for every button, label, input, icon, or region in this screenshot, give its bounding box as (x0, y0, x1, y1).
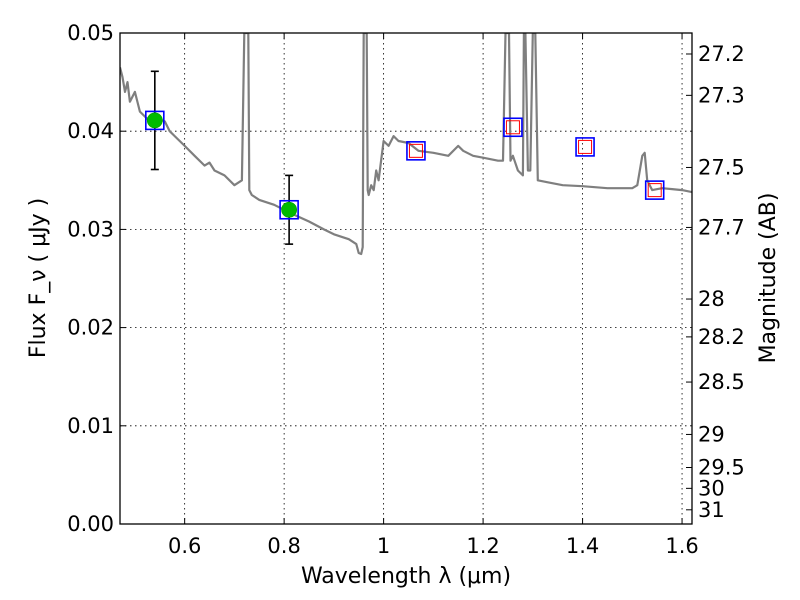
mag-tick-label: 27.3 (698, 83, 745, 107)
y-tick-label: 0.04 (67, 119, 114, 143)
model-marker (406, 141, 426, 161)
observed-marker (281, 201, 298, 218)
y-tick-label: 0.02 (67, 316, 114, 340)
x-tick-label: 1.6 (665, 534, 698, 558)
plot-series (120, 33, 692, 256)
mag-tick-label: 31 (698, 498, 725, 522)
x-tick-label: 1.4 (566, 534, 599, 558)
x-tick-label: 0.8 (267, 534, 300, 558)
mag-tick-label: 28.5 (698, 370, 745, 394)
limit-marker (647, 183, 662, 198)
plot-frame (119, 32, 693, 525)
y-tick-label: 0.01 (67, 414, 114, 438)
model-marker (575, 137, 595, 157)
mag-tick-label: 28.2 (698, 325, 745, 349)
mag-tick-label: 28 (698, 287, 725, 311)
model-marker (279, 199, 299, 220)
axes: 0.6 0.8 1 1.2 1.4 1.6 0.00 0.01 0.02 0.03 0.04 0.05… (67, 21, 745, 558)
mag-tick-label: 30 (698, 476, 725, 500)
limit-marker (578, 139, 593, 154)
model-marker (503, 117, 523, 138)
mag-tick-label: 27.2 (698, 42, 745, 66)
mag-tick-label: 29 (698, 422, 725, 446)
observed-marker (146, 112, 163, 129)
model-marker (145, 110, 165, 131)
limit-marker (408, 143, 423, 158)
y-tick-label: 0.05 (67, 21, 114, 45)
limit-marker (505, 120, 520, 135)
grid (120, 32, 692, 525)
y-tick-label: 0.03 (67, 217, 114, 241)
x-tick-label: 1.2 (466, 534, 499, 558)
template-spectrum-line (120, 33, 692, 256)
mag-tick-label: 27.7 (698, 215, 745, 239)
mag-tick-label: 27.5 (698, 155, 745, 179)
model-marker (644, 180, 665, 200)
mag-tick-label: 29.5 (698, 455, 745, 479)
x-axis-label: Wavelength λ (μm) (301, 564, 511, 589)
x-tick-label: 1 (377, 534, 390, 558)
y-axis-label: Flux F_ν ( μJy ) (26, 198, 51, 358)
y-tick-label: 0.00 (67, 512, 114, 536)
y2-axis-label: Magnitude (AB) (756, 193, 781, 364)
x-tick-label: 0.6 (168, 534, 201, 558)
